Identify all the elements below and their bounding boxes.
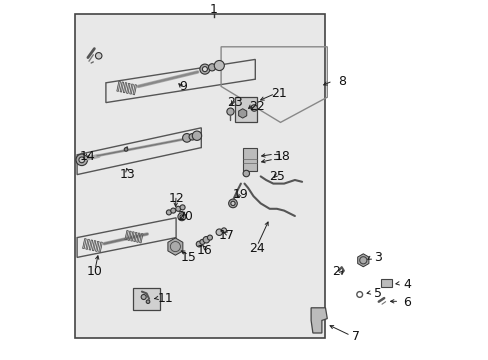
Polygon shape	[99, 242, 102, 252]
Text: 23: 23	[227, 96, 243, 109]
Circle shape	[178, 213, 185, 221]
Polygon shape	[136, 233, 140, 242]
Circle shape	[166, 210, 171, 215]
Polygon shape	[133, 85, 136, 95]
Circle shape	[175, 206, 181, 211]
Polygon shape	[139, 234, 142, 243]
Text: 11: 11	[158, 292, 174, 305]
Text: 4: 4	[402, 278, 410, 291]
Text: 15: 15	[181, 251, 196, 264]
Circle shape	[189, 134, 195, 140]
Circle shape	[180, 205, 185, 210]
Text: 5: 5	[373, 287, 381, 300]
Text: 8: 8	[337, 75, 346, 87]
Circle shape	[243, 170, 249, 177]
Polygon shape	[126, 83, 130, 94]
Text: 7: 7	[352, 330, 360, 343]
Circle shape	[141, 294, 146, 300]
Circle shape	[95, 53, 102, 59]
Bar	[381, 279, 391, 287]
Text: 25: 25	[268, 170, 284, 183]
Polygon shape	[117, 81, 120, 91]
Circle shape	[214, 60, 224, 71]
Circle shape	[124, 148, 127, 151]
Circle shape	[79, 157, 84, 163]
Circle shape	[200, 64, 209, 74]
Circle shape	[170, 208, 175, 213]
Text: 9: 9	[179, 80, 187, 93]
Polygon shape	[167, 238, 183, 255]
Text: 17: 17	[218, 229, 234, 242]
Polygon shape	[124, 230, 128, 240]
Text: 24: 24	[249, 242, 264, 255]
Polygon shape	[127, 231, 131, 240]
Circle shape	[228, 199, 237, 208]
Circle shape	[192, 131, 201, 140]
Polygon shape	[133, 232, 137, 242]
Text: 16: 16	[197, 244, 212, 257]
Polygon shape	[310, 308, 326, 333]
Polygon shape	[129, 84, 133, 94]
Text: 22: 22	[249, 100, 264, 113]
Circle shape	[202, 67, 207, 72]
Circle shape	[203, 237, 209, 243]
Bar	[133, 288, 160, 310]
Polygon shape	[85, 239, 89, 249]
Text: 6: 6	[402, 296, 410, 309]
Bar	[235, 97, 257, 122]
Text: 2: 2	[331, 265, 339, 278]
Circle shape	[76, 154, 87, 166]
Circle shape	[146, 300, 149, 303]
Text: 1: 1	[209, 3, 217, 15]
Bar	[242, 148, 257, 171]
Circle shape	[196, 241, 202, 247]
Text: 19: 19	[233, 188, 248, 201]
Polygon shape	[95, 241, 99, 252]
Text: 13: 13	[120, 168, 135, 181]
Circle shape	[208, 64, 215, 71]
Polygon shape	[238, 109, 246, 118]
Polygon shape	[92, 240, 96, 251]
Polygon shape	[120, 82, 123, 92]
Text: 10: 10	[87, 265, 103, 278]
Circle shape	[207, 235, 212, 240]
Bar	[75, 14, 325, 338]
Polygon shape	[123, 82, 127, 93]
Circle shape	[216, 229, 222, 235]
Circle shape	[221, 228, 226, 233]
Circle shape	[200, 239, 204, 244]
Polygon shape	[82, 239, 86, 249]
Text: 3: 3	[373, 251, 381, 264]
Circle shape	[226, 108, 234, 115]
Text: 14: 14	[80, 150, 96, 163]
Text: 20: 20	[177, 210, 193, 222]
Circle shape	[180, 215, 183, 219]
Circle shape	[182, 134, 191, 142]
Text: 12: 12	[168, 192, 183, 204]
Text: 21: 21	[270, 87, 286, 100]
Polygon shape	[357, 254, 368, 267]
Circle shape	[230, 201, 235, 206]
Text: 18: 18	[275, 150, 290, 163]
Polygon shape	[130, 232, 134, 241]
Circle shape	[250, 105, 257, 111]
Polygon shape	[89, 240, 93, 250]
